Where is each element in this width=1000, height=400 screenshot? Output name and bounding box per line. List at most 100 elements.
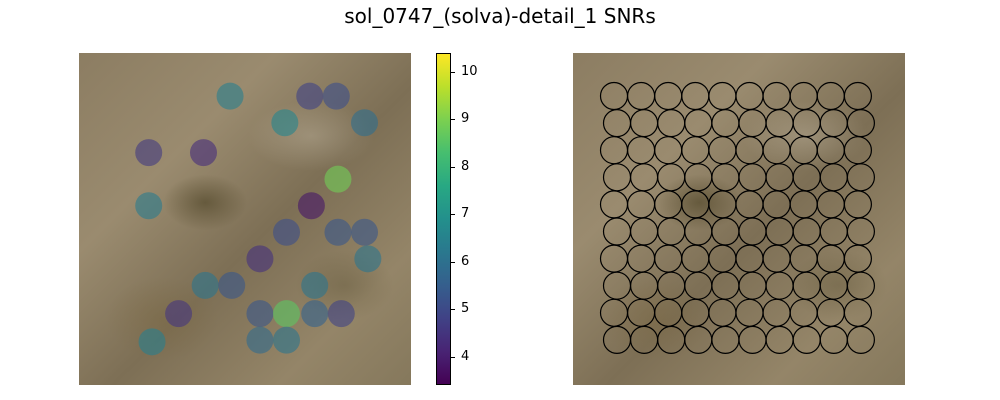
colorbar-tick	[451, 356, 455, 358]
grid-circle	[792, 325, 821, 354]
grid-circle	[789, 136, 818, 165]
colorbar-tick-label: 6	[461, 253, 470, 269]
snr-point	[246, 300, 274, 328]
snr-point	[351, 109, 379, 137]
snr-point	[271, 109, 299, 137]
snr-point	[354, 245, 382, 273]
grid-circle	[735, 136, 764, 165]
colorbar-tick-label: 4	[461, 348, 470, 364]
grid-circle	[765, 325, 794, 354]
colorbar-tick-label: 10	[461, 63, 478, 79]
grid-circle	[629, 325, 659, 354]
grid-circle	[602, 325, 632, 354]
grid-circle	[762, 81, 791, 111]
grid-circle	[684, 163, 713, 192]
grid-circle	[626, 190, 656, 219]
grid-circle	[654, 244, 683, 273]
grid-circle	[816, 244, 845, 273]
grid-circle	[765, 163, 794, 192]
figure-title: sol_0747_(solva)-detail_1 SNRs	[344, 4, 656, 28]
snr-point	[273, 326, 300, 354]
grid-circle	[681, 81, 710, 111]
grid-circle	[684, 325, 713, 354]
snr-scatter-panel	[79, 53, 411, 385]
grid-circle	[762, 136, 791, 165]
grid-circle	[711, 108, 740, 138]
grid-circle	[626, 244, 656, 273]
snr-point	[327, 300, 355, 328]
colorbar	[436, 53, 451, 385]
grid-circle	[708, 244, 737, 273]
snr-point	[135, 192, 163, 220]
grid-circle	[762, 244, 791, 273]
snr-scatter-plot	[135, 82, 382, 356]
grid-circle	[816, 190, 845, 219]
grid-circle	[789, 298, 818, 327]
grid-circle	[626, 298, 656, 327]
snr-point	[301, 271, 329, 299]
grid-circle	[738, 108, 767, 138]
snr-point	[273, 218, 300, 246]
grid-circle	[681, 136, 710, 165]
grid-circle	[846, 108, 875, 138]
grid-circle	[657, 163, 686, 192]
grid-circle	[843, 244, 872, 273]
grid-circle	[843, 136, 872, 165]
snr-point	[324, 218, 352, 246]
snr-point	[191, 271, 219, 299]
grid-circle	[684, 217, 713, 246]
grid-circle	[738, 217, 767, 246]
grid-circle	[762, 190, 791, 219]
grid-circle	[602, 163, 632, 192]
snr-point	[135, 139, 163, 167]
grid-circle	[629, 217, 659, 246]
grid-circle	[599, 244, 629, 273]
grid-circle	[738, 325, 767, 354]
grid-circle	[792, 108, 821, 138]
colorbar-tick	[451, 261, 455, 263]
snr-point	[246, 326, 274, 354]
grid-circle	[602, 217, 632, 246]
grid-circle	[846, 217, 875, 246]
snr-point	[273, 300, 300, 328]
grid-circle	[819, 217, 848, 246]
grid-circle	[738, 271, 767, 300]
grid-circle	[602, 271, 632, 300]
grid-circle	[599, 136, 629, 165]
colorbar-tick	[451, 119, 455, 121]
grid-circle	[816, 136, 845, 165]
grid-circle	[762, 298, 791, 327]
grid-circle	[681, 190, 710, 219]
snr-point	[301, 300, 329, 328]
grid-circle	[681, 298, 710, 327]
snr-point	[165, 300, 193, 328]
grid-circle	[708, 298, 737, 327]
grid-circle	[735, 81, 764, 111]
grid-circle	[735, 190, 764, 219]
grid-circle	[708, 81, 737, 111]
grid-circle	[711, 271, 740, 300]
grid-circle	[765, 108, 794, 138]
grid-circle	[599, 190, 629, 219]
grid-circle	[789, 190, 818, 219]
grid-circle	[738, 163, 767, 192]
grid-circle	[843, 298, 872, 327]
grid-circle	[654, 81, 683, 111]
grid-circle	[711, 163, 740, 192]
grid-circle	[599, 81, 629, 111]
grid-overlay-plot	[599, 81, 875, 354]
grid-overlay-panel	[573, 53, 905, 385]
grid-circle	[843, 81, 872, 111]
grid-circle	[681, 244, 710, 273]
grid-circle	[792, 271, 821, 300]
snr-point	[297, 192, 325, 220]
grid-circle	[846, 163, 875, 192]
grid-circle	[657, 325, 686, 354]
grid-circle	[789, 81, 818, 111]
snr-point	[322, 82, 350, 110]
colorbar-tick	[451, 309, 455, 311]
snr-point	[246, 245, 274, 273]
grid-circle	[792, 163, 821, 192]
grid-circle	[735, 298, 764, 327]
snr-point	[190, 139, 217, 167]
